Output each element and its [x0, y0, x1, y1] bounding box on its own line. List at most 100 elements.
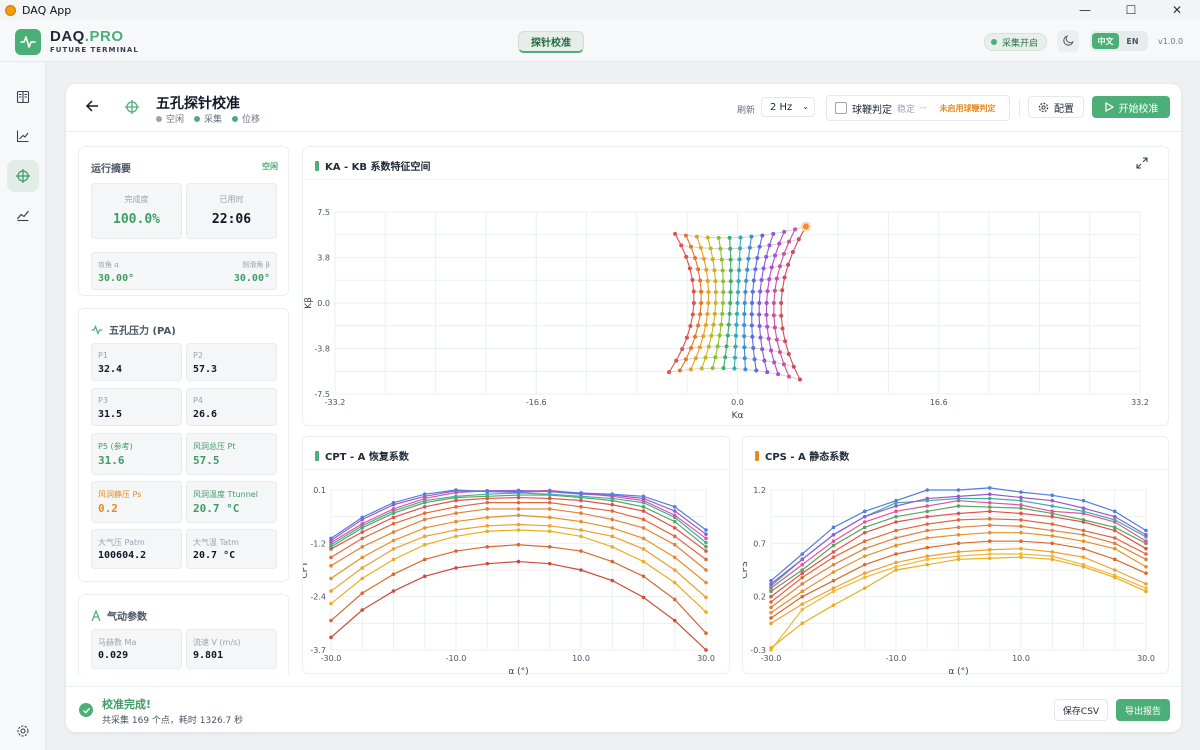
- divider: [303, 469, 729, 470]
- data-point: [672, 509, 677, 513]
- brand-subtitle: FUTURE TERMINAL: [50, 46, 139, 54]
- data-point: [454, 488, 458, 492]
- data-point: [831, 578, 836, 583]
- divider: [743, 469, 1168, 470]
- data-point: [925, 562, 930, 567]
- chart-title: KA - KB 系数特征空间: [315, 158, 430, 173]
- data-point: [757, 324, 762, 329]
- data-point: [987, 509, 992, 514]
- data-point: [742, 345, 747, 350]
- data-point: [672, 618, 677, 623]
- x-tick-label: 10.0: [1012, 654, 1030, 663]
- start-calibration-button[interactable]: 开始校准: [1092, 96, 1170, 118]
- data-point: [894, 565, 898, 569]
- data-point: [1019, 503, 1023, 507]
- theme-toggle-button[interactable]: [1057, 30, 1079, 52]
- data-point: [672, 580, 677, 585]
- data-point: [710, 366, 715, 371]
- data-point: [862, 562, 867, 567]
- data-point: [579, 505, 583, 509]
- data-point: [751, 346, 756, 351]
- x-tick-label: -30.0: [321, 654, 342, 663]
- completion-title: 校准完成!: [102, 698, 152, 711]
- save-csv-button[interactable]: 保存CSV: [1054, 699, 1108, 721]
- close-button[interactable]: ✕: [1171, 3, 1183, 17]
- sidebar-item-chart[interactable]: [7, 199, 39, 231]
- data-point: [987, 517, 992, 521]
- expand-icon[interactable]: [1136, 157, 1148, 169]
- data-point: [672, 597, 677, 602]
- data-point: [1081, 506, 1086, 510]
- settings-icon: [17, 725, 29, 737]
- data-point: [726, 322, 731, 327]
- data-point: [1019, 498, 1023, 503]
- data-point: [800, 562, 805, 567]
- data-point: [987, 492, 992, 497]
- data-point: [712, 311, 717, 316]
- sidebar-item-trend[interactable]: [7, 120, 39, 152]
- data-point: [1019, 511, 1023, 516]
- data-point: [391, 538, 396, 543]
- data-point: [422, 526, 427, 530]
- config-button[interactable]: 配置: [1028, 96, 1084, 118]
- data-point: [579, 498, 583, 503]
- data-point: [1144, 589, 1148, 594]
- collect-status-label: 采集开启: [1002, 38, 1039, 49]
- data-point: [1081, 565, 1086, 569]
- data-point: [693, 334, 698, 339]
- data-point: [769, 348, 774, 353]
- data-point: [516, 528, 521, 532]
- lang-en-option[interactable]: EN: [1126, 36, 1139, 46]
- data-point: [720, 311, 725, 316]
- data-point: [516, 559, 521, 564]
- data-point: [699, 366, 704, 371]
- stall-checkbox[interactable]: [835, 102, 847, 114]
- sidebar-item-probe[interactable]: [7, 160, 39, 192]
- data-point: [704, 631, 708, 635]
- y-tick-label: 0.7: [753, 539, 766, 548]
- pressure-cell: 大气压 Patm 100604.2: [91, 529, 182, 569]
- data-point: [769, 589, 773, 594]
- export-report-button[interactable]: 导出报告: [1116, 699, 1170, 721]
- data-point: [704, 568, 708, 572]
- lang-zh-option[interactable]: 中文: [1092, 33, 1119, 49]
- data-point: [704, 549, 708, 553]
- data-point: [516, 495, 521, 500]
- cps-line-chart: -30.0 -10.0 10.0 30.0 1.2 0.7 0.2 -0.3 α (°) CPS: [743, 486, 1155, 675]
- data-point: [329, 536, 333, 541]
- data-point: [329, 555, 333, 560]
- data-point: [987, 501, 992, 505]
- collect-status-toggle[interactable]: 采集开启: [984, 33, 1048, 51]
- back-arrow-icon[interactable]: [84, 98, 100, 114]
- maximize-button[interactable]: ☐: [1125, 3, 1137, 17]
- data-point: [485, 529, 490, 534]
- data-point: [987, 530, 992, 535]
- data-point: [800, 607, 805, 612]
- language-switch[interactable]: 中文 EN: [1090, 31, 1148, 51]
- y-tick-label: -7.5: [314, 390, 330, 399]
- data-point: [862, 530, 867, 535]
- minimize-button[interactable]: —: [1079, 3, 1091, 17]
- tab-probe-calibration[interactable]: 探针校准: [518, 31, 584, 53]
- data-point: [987, 496, 992, 501]
- sidebar-item-docs[interactable]: [7, 81, 39, 113]
- y-tick-label: 0.0: [317, 299, 330, 308]
- status-dot-icon: [232, 115, 239, 122]
- sidebar-item-settings[interactable]: [7, 715, 39, 747]
- status-idle: 空闲: [156, 112, 184, 125]
- data-point: [1112, 541, 1117, 546]
- y-tick-label: -0.3: [750, 646, 766, 655]
- refresh-rate-select[interactable]: 2 Hz ⌄: [761, 97, 815, 117]
- data-point: [688, 324, 693, 329]
- data-point: [800, 594, 805, 599]
- data-point: [1112, 536, 1117, 540]
- data-point: [728, 268, 733, 273]
- data-point: [1112, 518, 1117, 522]
- data-point: [579, 519, 583, 524]
- data-point: [831, 525, 836, 530]
- data-point: [987, 505, 992, 509]
- data-point: [704, 536, 708, 541]
- data-point: [454, 511, 458, 515]
- data-point: [767, 243, 772, 248]
- window-title: DAQ App: [22, 3, 72, 17]
